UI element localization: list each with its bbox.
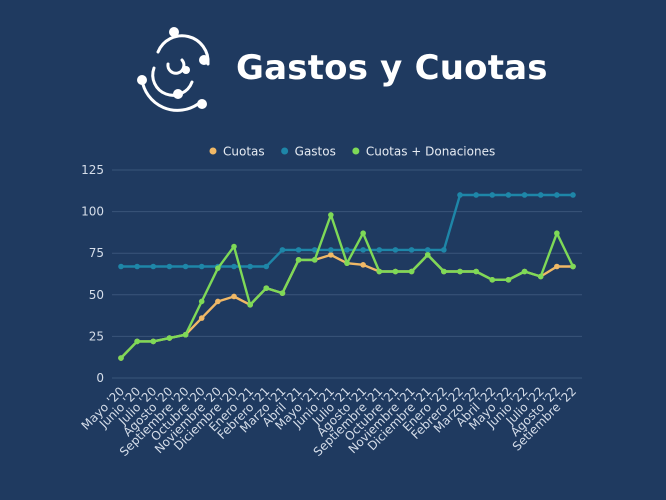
y-tick-label: 100 — [81, 205, 104, 219]
data-point-gastos — [376, 247, 383, 253]
y-tick-label: 25 — [89, 329, 104, 343]
data-point-cuotas-donaciones — [215, 265, 221, 271]
y-tick-label: 125 — [81, 163, 104, 177]
data-point-gastos — [231, 263, 237, 270]
data-point-gastos — [247, 263, 253, 270]
data-point-cuotas-donaciones — [360, 230, 366, 237]
data-point-cuotas-donaciones — [505, 277, 512, 283]
data-point-cuotas — [215, 298, 221, 305]
data-point-cuotas — [360, 262, 366, 268]
data-point-cuotas-donaciones — [554, 230, 560, 237]
data-point-cuotas-donaciones — [424, 252, 431, 258]
data-point-gastos — [328, 247, 334, 253]
legend-label-cuotas-donaciones: Cuotas + Donaciones — [366, 145, 495, 159]
legend-marker-gastos — [281, 147, 289, 155]
data-point-gastos — [521, 192, 528, 198]
data-point-gastos — [408, 247, 415, 253]
legend: Cuotas Gastos Cuotas + Donaciones — [209, 145, 495, 159]
data-point-gastos — [150, 263, 157, 270]
legend-label-cuotas: Cuotas — [223, 145, 265, 159]
data-point-cuotas — [328, 252, 334, 258]
chart-title: Gastos y Cuotas — [236, 48, 548, 88]
data-point-cuotas-donaciones — [408, 268, 415, 275]
series-line-cuotas — [119, 253, 575, 360]
data-point-cuotas-donaciones — [295, 257, 302, 263]
data-point-gastos — [295, 247, 302, 253]
data-point-gastos — [554, 192, 560, 198]
data-point-cuotas-donaciones — [328, 212, 334, 218]
data-point-gastos — [279, 247, 286, 253]
data-point-gastos — [360, 247, 366, 253]
series-gastos — [118, 192, 576, 270]
legend-marker-cuotas-donaciones — [352, 147, 360, 155]
data-point-cuotas-donaciones — [231, 243, 237, 250]
data-point-cuotas-donaciones — [134, 338, 140, 345]
y-tick-label: 50 — [89, 288, 104, 302]
legend-label-gastos: Gastos — [295, 145, 336, 159]
data-point-cuotas-donaciones — [441, 268, 447, 275]
series-line-gastos — [119, 193, 575, 268]
series-cuotas-donaciones — [118, 212, 576, 361]
data-point-cuotas-donaciones — [473, 268, 479, 275]
data-point-gastos — [537, 192, 544, 198]
data-point-cuotas-donaciones — [118, 355, 124, 361]
data-point-gastos — [134, 263, 140, 270]
data-point-gastos — [118, 263, 124, 270]
data-point-cuotas-donaciones — [537, 273, 544, 280]
data-point-gastos — [505, 192, 512, 198]
data-point-gastos — [198, 263, 205, 270]
orbit-logo-icon — [137, 27, 210, 112]
data-point-cuotas-donaciones — [392, 268, 399, 275]
y-axis-ticks: 0 25 50 75 100 125 — [81, 163, 104, 385]
data-point-gastos — [311, 247, 318, 253]
data-point-cuotas-donaciones — [376, 268, 383, 275]
y-tick-label: 75 — [89, 246, 104, 260]
y-tick-label: 0 — [96, 371, 104, 385]
data-point-cuotas — [231, 293, 237, 300]
data-point-gastos — [166, 263, 173, 270]
data-point-gastos — [182, 263, 189, 270]
data-point-gastos — [489, 192, 496, 198]
data-point-cuotas-donaciones — [150, 338, 157, 345]
data-point-cuotas-donaciones — [570, 263, 576, 270]
data-point-cuotas-donaciones — [247, 301, 253, 308]
legend-marker-cuotas — [209, 147, 217, 155]
data-point-cuotas-donaciones — [457, 268, 463, 275]
data-point-cuotas — [198, 315, 205, 321]
data-point-cuotas-donaciones — [182, 331, 189, 338]
data-point-cuotas-donaciones — [311, 257, 318, 263]
data-point-gastos — [473, 192, 479, 198]
data-point-gastos — [424, 247, 431, 253]
data-point-gastos — [263, 263, 270, 270]
data-point-gastos — [457, 192, 463, 198]
data-point-gastos — [344, 247, 350, 253]
header: Gastos y Cuotas — [0, 0, 666, 140]
data-point-gastos — [570, 192, 576, 198]
data-point-cuotas-donaciones — [489, 277, 496, 283]
data-point-gastos — [392, 247, 399, 253]
data-point-cuotas-donaciones — [344, 260, 350, 266]
gridlines — [112, 169, 582, 379]
data-point-cuotas-donaciones — [166, 335, 173, 341]
data-point-cuotas-donaciones — [263, 285, 270, 291]
data-point-cuotas — [554, 263, 560, 270]
series-layer — [118, 192, 576, 361]
data-point-cuotas-donaciones — [521, 268, 528, 275]
data-point-gastos — [441, 247, 447, 253]
data-point-cuotas-donaciones — [279, 290, 286, 296]
data-point-cuotas-donaciones — [198, 298, 205, 305]
